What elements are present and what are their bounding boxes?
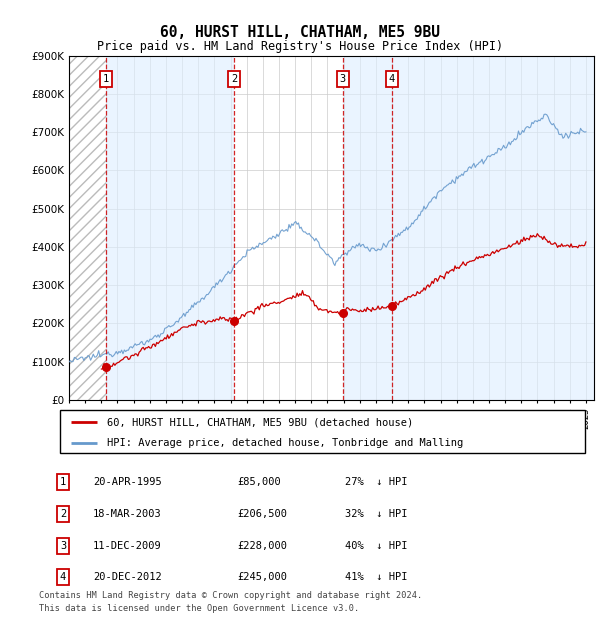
Bar [343,56,392,400]
Text: 20-APR-1995: 20-APR-1995 [93,477,162,487]
Text: 2: 2 [231,74,237,84]
Text: 3: 3 [60,541,66,551]
Text: 20-DEC-2012: 20-DEC-2012 [93,572,162,582]
Text: £228,000: £228,000 [237,541,287,551]
Text: This data is licensed under the Open Government Licence v3.0.: This data is licensed under the Open Gov… [39,603,359,613]
Text: 60, HURST HILL, CHATHAM, ME5 9BU: 60, HURST HILL, CHATHAM, ME5 9BU [160,25,440,40]
Text: £206,500: £206,500 [237,509,287,519]
Text: £85,000: £85,000 [237,477,281,487]
Text: 2: 2 [60,509,66,519]
Text: 40%  ↓ HPI: 40% ↓ HPI [345,541,407,551]
Text: 27%  ↓ HPI: 27% ↓ HPI [345,477,407,487]
Bar [392,56,594,400]
Text: 60, HURST HILL, CHATHAM, ME5 9BU (detached house): 60, HURST HILL, CHATHAM, ME5 9BU (detach… [107,417,413,427]
Text: £245,000: £245,000 [237,572,287,582]
Text: 11-DEC-2009: 11-DEC-2009 [93,541,162,551]
Bar [106,56,234,400]
Text: HPI: Average price, detached house, Tonbridge and Malling: HPI: Average price, detached house, Tonb… [107,438,464,448]
Text: 3: 3 [340,74,346,84]
Text: 32%  ↓ HPI: 32% ↓ HPI [345,509,407,519]
Text: 41%  ↓ HPI: 41% ↓ HPI [345,572,407,582]
Text: Contains HM Land Registry data © Crown copyright and database right 2024.: Contains HM Land Registry data © Crown c… [39,590,422,600]
Bar [69,56,106,400]
Text: 18-MAR-2003: 18-MAR-2003 [93,509,162,519]
Text: Price paid vs. HM Land Registry's House Price Index (HPI): Price paid vs. HM Land Registry's House … [97,40,503,53]
Text: 4: 4 [60,572,66,582]
Text: 1: 1 [60,477,66,487]
Text: 4: 4 [388,74,395,84]
Text: 1: 1 [103,74,109,84]
FancyBboxPatch shape [60,410,585,453]
